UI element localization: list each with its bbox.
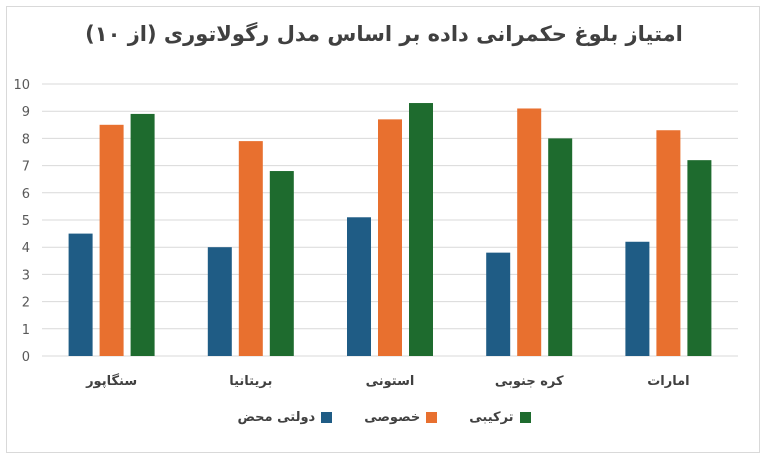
bar bbox=[347, 217, 371, 356]
bar bbox=[207, 247, 232, 356]
y-tick-label: 1 bbox=[22, 323, 30, 338]
legend-item-private: خصوصی bbox=[364, 410, 438, 425]
bars bbox=[68, 103, 712, 356]
x-category-label: سنگاپور bbox=[85, 373, 137, 389]
chart-title: امتیاز بلوغ حکمرانی داده بر اساس مدل رگو… bbox=[85, 22, 683, 46]
bar bbox=[409, 103, 433, 356]
bar bbox=[486, 252, 511, 356]
legend-label: دولتی محض bbox=[237, 410, 316, 425]
bar bbox=[68, 233, 93, 356]
x-axis-categories: سنگاپور بریتانیا استونی کره جنوبی امارات bbox=[85, 373, 690, 389]
legend-swatch bbox=[321, 412, 333, 423]
legend-label: ترکیبی bbox=[469, 410, 514, 425]
x-category-label: کره جنوبی bbox=[495, 374, 564, 389]
y-tick-label: 8 bbox=[22, 132, 30, 147]
bar bbox=[687, 160, 712, 356]
y-tick-label: 6 bbox=[22, 187, 30, 202]
y-tick-label: 10 bbox=[13, 78, 30, 93]
bar bbox=[378, 119, 402, 356]
legend-label: خصوصی bbox=[364, 410, 421, 425]
bar bbox=[269, 171, 294, 356]
legend: دولتی محض خصوصی ترکیبی bbox=[0, 410, 768, 425]
bar bbox=[517, 108, 542, 356]
y-tick-label: 4 bbox=[22, 241, 30, 256]
x-category-label: بریتانیا bbox=[229, 374, 272, 389]
legend-swatch bbox=[519, 412, 531, 423]
legend-swatch bbox=[426, 412, 438, 423]
x-category-label: امارات bbox=[647, 374, 689, 389]
legend-item-hybrid: ترکیبی bbox=[469, 410, 531, 425]
bar bbox=[99, 124, 124, 356]
bar bbox=[548, 138, 573, 356]
legend-item-government: دولتی محض bbox=[237, 410, 333, 425]
y-tick-label: 5 bbox=[22, 214, 30, 229]
bar bbox=[656, 130, 681, 356]
y-axis-ticks: 0 1 2 3 4 5 6 7 8 9 10 bbox=[13, 78, 30, 365]
y-tick-label: 3 bbox=[22, 268, 30, 283]
y-tick-label: 7 bbox=[22, 160, 30, 175]
y-tick-label: 9 bbox=[22, 105, 30, 120]
bar bbox=[130, 113, 155, 356]
x-category-label: استونی bbox=[366, 374, 415, 389]
bar bbox=[625, 241, 650, 356]
y-tick-label: 0 bbox=[22, 350, 30, 365]
bar bbox=[238, 141, 263, 356]
y-tick-label: 2 bbox=[22, 296, 30, 311]
